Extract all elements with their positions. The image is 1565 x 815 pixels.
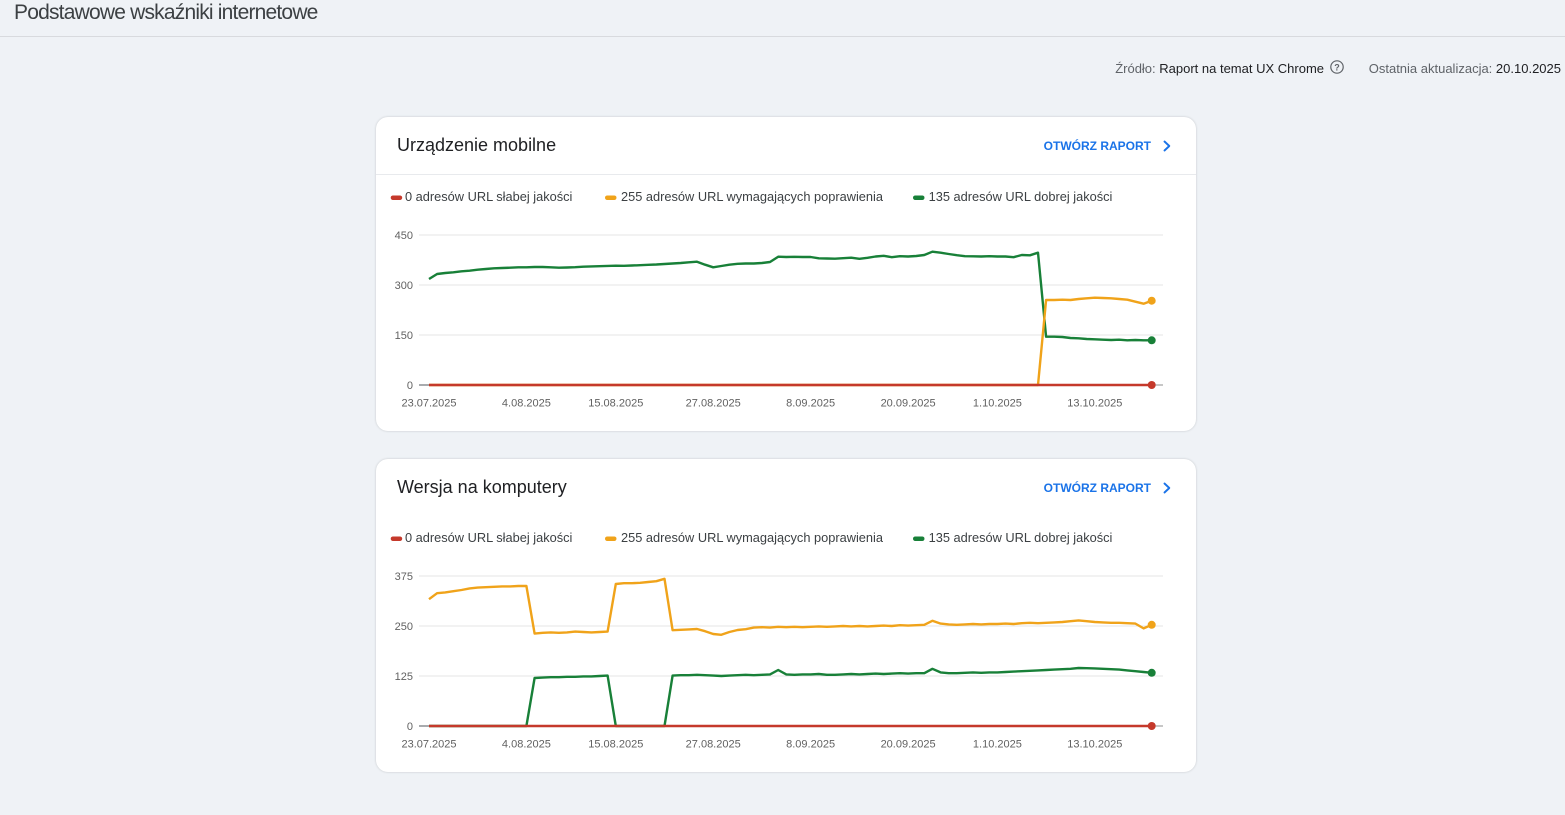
svg-text:13.10.2025: 13.10.2025	[1067, 739, 1122, 751]
svg-text:23.07.2025: 23.07.2025	[401, 398, 456, 410]
svg-text:20.09.2025: 20.09.2025	[881, 398, 936, 410]
svg-text:255 adresów URL wymagających p: 255 adresów URL wymagających poprawienia	[621, 530, 884, 545]
svg-text:8.09.2025: 8.09.2025	[786, 398, 835, 410]
svg-text:450: 450	[395, 230, 413, 242]
svg-text:?: ?	[1334, 62, 1340, 72]
svg-text:1.10.2025: 1.10.2025	[973, 398, 1022, 410]
svg-text:0 adresów URL słabej jakości: 0 adresów URL słabej jakości	[405, 189, 572, 204]
svg-text:0: 0	[407, 380, 413, 392]
svg-text:0: 0	[407, 721, 413, 733]
svg-text:150: 150	[395, 330, 413, 342]
svg-text:135 adresów URL dobrej jakości: 135 adresów URL dobrej jakości	[929, 189, 1113, 204]
svg-text:20.09.2025: 20.09.2025	[881, 739, 936, 751]
svg-text:125: 125	[395, 671, 413, 683]
svg-text:135 adresów URL dobrej jakości: 135 adresów URL dobrej jakości	[929, 530, 1113, 545]
svg-text:27.08.2025: 27.08.2025	[686, 739, 741, 751]
svg-text:4.08.2025: 4.08.2025	[502, 398, 551, 410]
svg-text:1.10.2025: 1.10.2025	[973, 739, 1022, 751]
svg-text:8.09.2025: 8.09.2025	[786, 739, 835, 751]
svg-text:250: 250	[395, 621, 413, 633]
svg-text:4.08.2025: 4.08.2025	[502, 739, 551, 751]
svg-text:255 adresów URL wymagających p: 255 adresów URL wymagających poprawienia	[621, 189, 884, 204]
svg-text:23.07.2025: 23.07.2025	[401, 739, 456, 751]
svg-text:15.08.2025: 15.08.2025	[588, 739, 643, 751]
svg-text:13.10.2025: 13.10.2025	[1067, 398, 1122, 410]
svg-text:15.08.2025: 15.08.2025	[588, 398, 643, 410]
svg-text:375: 375	[395, 571, 413, 583]
svg-text:27.08.2025: 27.08.2025	[686, 398, 741, 410]
svg-text:0 adresów URL słabej jakości: 0 adresów URL słabej jakości	[405, 530, 572, 545]
svg-text:300: 300	[395, 280, 413, 292]
